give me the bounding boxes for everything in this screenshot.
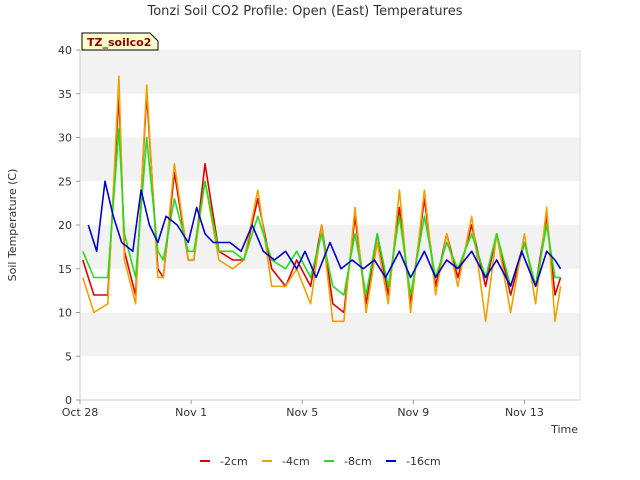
- legend: -2cm -4cm -8cm -16cm: [200, 455, 441, 468]
- legend-label: -8cm: [344, 455, 372, 468]
- y-tick-label: 25: [58, 175, 72, 188]
- y-tick-label: 0: [65, 394, 72, 407]
- x-axis-label: Time: [550, 423, 578, 436]
- x-tick-label: Nov 13: [505, 406, 544, 419]
- series-line-16cmcm: [87, 180, 562, 288]
- y-axis-ticks: 0 5 10 15 20 25 30 35 40: [58, 44, 80, 407]
- legend-label: -2cm: [220, 455, 248, 468]
- chart-title: Tonzi Soil CO2 Profile: Open (East) Temp…: [146, 4, 462, 19]
- site-tag-label: TZ_soilco2: [87, 36, 151, 49]
- series-line-4cmcm: [82, 75, 562, 323]
- site-tag: TZ_soilco2: [81, 32, 159, 51]
- x-axis-ticks: Oct 28 Nov 1 Nov 5 Nov 9 Nov 13: [62, 400, 544, 419]
- y-tick-label: 5: [65, 350, 72, 363]
- y-tick-label: 20: [58, 219, 72, 232]
- series-lines: [82, 75, 562, 323]
- grid-band: [80, 137, 580, 182]
- grid-band: [80, 312, 580, 357]
- y-tick-label: 40: [58, 44, 72, 57]
- series-line-2cmcm: [82, 93, 562, 314]
- legend-label: -16cm: [406, 455, 441, 468]
- x-tick-label: Nov 1: [175, 406, 207, 419]
- x-tick-label: Nov 9: [397, 406, 429, 419]
- grid-band: [80, 50, 580, 94]
- x-tick-label: Nov 5: [286, 406, 318, 419]
- x-tick-label: Oct 28: [62, 406, 99, 419]
- site-tag-box: [81, 32, 159, 51]
- y-tick-label: 15: [58, 263, 72, 276]
- y-tick-label: 35: [58, 88, 72, 101]
- legend-label: -4cm: [282, 455, 310, 468]
- plot-background-bands: [80, 50, 580, 357]
- y-tick-label: 30: [58, 132, 72, 145]
- y-axis-label: Soil Temperature (C): [6, 169, 19, 282]
- y-tick-label: 10: [58, 307, 72, 320]
